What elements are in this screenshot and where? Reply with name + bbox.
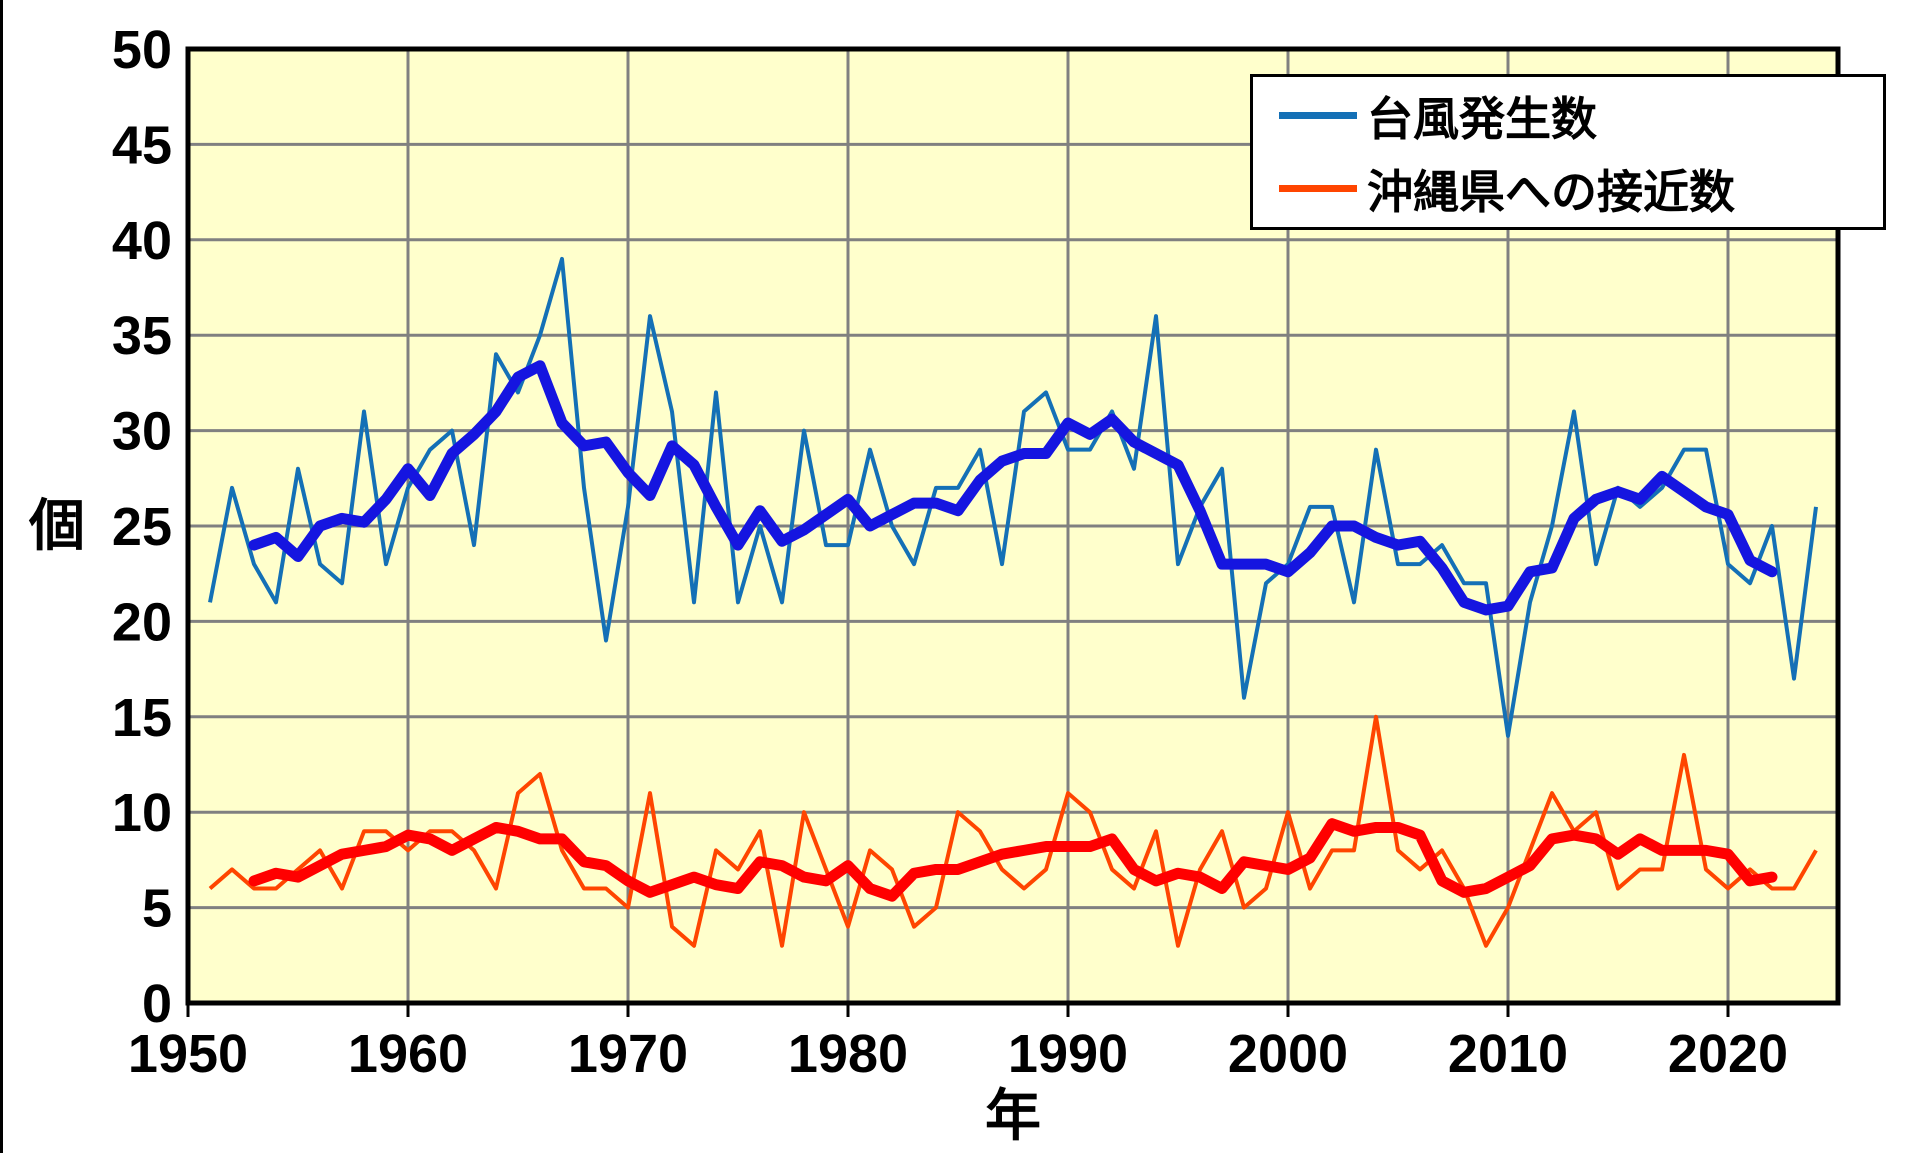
legend-blue-line-icon bbox=[1279, 112, 1357, 119]
y-tick-label-45: 45 bbox=[112, 115, 172, 175]
y-axis-title: 個 bbox=[28, 494, 85, 557]
x-axis-title: 年 bbox=[985, 1084, 1041, 1147]
y-tick-label-40: 40 bbox=[112, 211, 172, 271]
legend-item-typhoon-count: 台風発生数 bbox=[1279, 83, 1883, 149]
x-tick-label-2010: 2010 bbox=[1448, 1024, 1568, 1084]
y-tick-label-50: 50 bbox=[112, 20, 172, 80]
series-line-typhoon-count-annual bbox=[208, 256, 1818, 738]
legend-item-okinawa-approach: 沖縄県への接近数 bbox=[1279, 156, 1883, 222]
y-tick-label-35: 35 bbox=[112, 306, 172, 366]
plot-border bbox=[185, 46, 1841, 1006]
legend-label-typhoon-count: 台風発生数 bbox=[1367, 92, 1597, 145]
x-tick-label-1950: 1950 bbox=[128, 1024, 248, 1084]
series-line-typhoon-count-moving-average bbox=[248, 360, 1778, 616]
y-tick-label-15: 15 bbox=[112, 688, 172, 748]
y-tick-label-0: 0 bbox=[142, 974, 172, 1034]
legend: 台風発生数 沖縄県への接近数 bbox=[1250, 74, 1886, 230]
y-tick-label-5: 5 bbox=[142, 879, 172, 939]
x-tick-label-1990: 1990 bbox=[1008, 1024, 1128, 1084]
x-tick-label-1970: 1970 bbox=[568, 1024, 688, 1084]
page-left-edge-line bbox=[0, 0, 3, 1153]
y-tick-label-30: 30 bbox=[112, 402, 172, 462]
y-tick-label-20: 20 bbox=[112, 592, 172, 652]
y-tick-label-25: 25 bbox=[112, 497, 172, 557]
series-line-okinawa-approach-moving-average bbox=[248, 818, 1778, 902]
x-tick-label-2020: 2020 bbox=[1668, 1024, 1788, 1084]
legend-red-line-icon bbox=[1279, 185, 1357, 192]
legend-label-okinawa-approach: 沖縄県への接近数 bbox=[1367, 165, 1735, 218]
y-tick-label-10: 10 bbox=[112, 783, 172, 843]
x-tick-label-2000: 2000 bbox=[1228, 1024, 1348, 1084]
x-tick-label-1980: 1980 bbox=[788, 1024, 908, 1084]
x-tick-label-1960: 1960 bbox=[348, 1024, 468, 1084]
series-line-okinawa-approach-annual bbox=[208, 714, 1818, 948]
